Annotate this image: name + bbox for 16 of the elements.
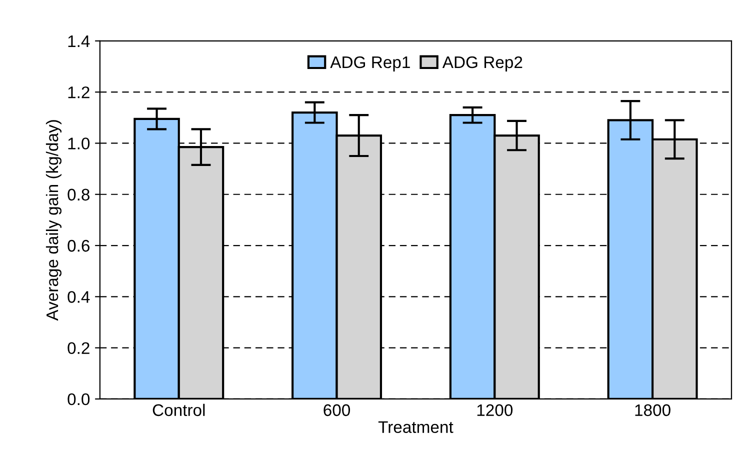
y-tick-label: 1.2 <box>68 86 90 98</box>
x-tick-label: Control <box>152 404 205 416</box>
y-axis-title: Average daily gain (kg/day) <box>46 120 62 321</box>
y-tick-label: 1.4 <box>68 35 90 47</box>
y-tick-label: 1.0 <box>68 138 90 150</box>
y-tick-label: 0.0 <box>68 393 90 406</box>
y-tick-label: 0.6 <box>68 240 90 252</box>
y-tick-label: 0.8 <box>68 188 90 201</box>
y-tick-label: 0.2 <box>68 342 90 354</box>
x-tick-label: 1200 <box>477 404 513 416</box>
x-axis-title: Treatment <box>378 421 454 433</box>
legend-label: ADG Rep1 <box>330 56 410 72</box>
x-tick-label: 600 <box>324 404 350 416</box>
x-tick-label: 1800 <box>635 404 670 416</box>
legend-label: ADG Rep2 <box>442 56 522 72</box>
y-tick-label: 0.4 <box>68 291 90 303</box>
